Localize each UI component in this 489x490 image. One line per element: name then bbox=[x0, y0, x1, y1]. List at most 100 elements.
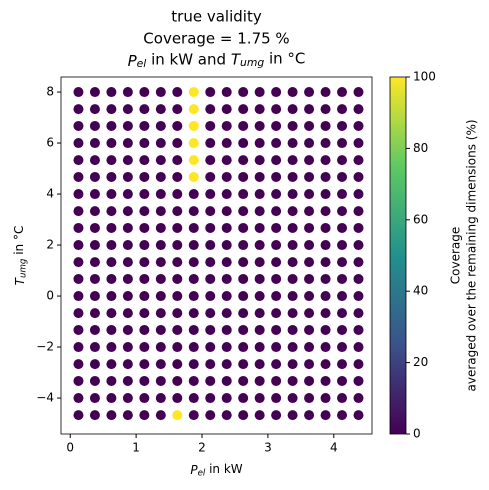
point bbox=[155, 87, 166, 98]
point bbox=[155, 257, 166, 268]
point bbox=[353, 222, 364, 233]
point bbox=[155, 324, 166, 335]
colorbar-tick-label: 80 bbox=[413, 141, 428, 155]
point bbox=[320, 104, 331, 115]
point bbox=[320, 324, 331, 335]
point bbox=[271, 189, 282, 200]
point bbox=[73, 87, 84, 98]
point bbox=[139, 291, 150, 302]
point bbox=[188, 257, 199, 268]
point bbox=[205, 87, 216, 98]
point bbox=[106, 206, 117, 217]
point bbox=[221, 324, 232, 335]
point bbox=[221, 120, 232, 131]
point bbox=[221, 273, 232, 284]
point bbox=[205, 257, 216, 268]
point bbox=[139, 410, 150, 421]
point bbox=[287, 257, 298, 268]
text-part: in °C bbox=[11, 226, 25, 259]
point bbox=[254, 393, 265, 404]
point bbox=[172, 273, 183, 284]
point bbox=[353, 291, 364, 302]
point bbox=[353, 171, 364, 182]
point bbox=[304, 308, 315, 319]
point bbox=[337, 393, 348, 404]
chart-title: Coverage = 1.75 % bbox=[143, 30, 289, 48]
point bbox=[106, 257, 117, 268]
point bbox=[188, 324, 199, 335]
point bbox=[304, 171, 315, 182]
point bbox=[287, 273, 298, 284]
point bbox=[106, 342, 117, 353]
point bbox=[254, 375, 265, 386]
point bbox=[254, 291, 265, 302]
point bbox=[172, 308, 183, 319]
point bbox=[205, 393, 216, 404]
colorbar-tick-label: 40 bbox=[413, 284, 428, 298]
colorbar-label: Coverage bbox=[449, 227, 463, 285]
y-axis-label: Tumg in °C bbox=[11, 226, 28, 286]
point bbox=[172, 138, 183, 149]
point bbox=[89, 375, 100, 386]
point bbox=[155, 120, 166, 131]
point bbox=[304, 410, 315, 421]
y-tick-label: 6 bbox=[46, 136, 54, 150]
point bbox=[139, 138, 150, 149]
point bbox=[287, 308, 298, 319]
point bbox=[238, 222, 249, 233]
point bbox=[353, 324, 364, 335]
point bbox=[106, 359, 117, 370]
point bbox=[205, 410, 216, 421]
text-part: el bbox=[137, 57, 147, 70]
point bbox=[254, 342, 265, 353]
point bbox=[188, 308, 199, 319]
point bbox=[205, 120, 216, 131]
point bbox=[238, 273, 249, 284]
point bbox=[320, 206, 331, 217]
point bbox=[337, 206, 348, 217]
point bbox=[271, 155, 282, 166]
point bbox=[89, 120, 100, 131]
point bbox=[238, 206, 249, 217]
point bbox=[271, 257, 282, 268]
point bbox=[89, 189, 100, 200]
point bbox=[172, 375, 183, 386]
point bbox=[155, 410, 166, 421]
point bbox=[155, 308, 166, 319]
point bbox=[287, 206, 298, 217]
point bbox=[287, 410, 298, 421]
point bbox=[254, 273, 265, 284]
y-tick-label: 0 bbox=[46, 289, 54, 303]
point bbox=[337, 138, 348, 149]
point bbox=[287, 291, 298, 302]
point bbox=[271, 359, 282, 370]
point bbox=[122, 138, 133, 149]
point bbox=[304, 359, 315, 370]
point bbox=[155, 359, 166, 370]
point bbox=[89, 104, 100, 115]
point bbox=[320, 240, 331, 251]
point bbox=[106, 375, 117, 386]
point bbox=[238, 375, 249, 386]
point bbox=[139, 171, 150, 182]
point bbox=[304, 138, 315, 149]
text-part: in kW and bbox=[146, 50, 231, 68]
point bbox=[155, 393, 166, 404]
point bbox=[320, 410, 331, 421]
point bbox=[188, 291, 199, 302]
point bbox=[304, 257, 315, 268]
point bbox=[221, 257, 232, 268]
point bbox=[337, 291, 348, 302]
point bbox=[89, 324, 100, 335]
y-tick-label: 8 bbox=[46, 85, 54, 99]
point bbox=[205, 375, 216, 386]
text-part: T bbox=[13, 276, 27, 285]
point bbox=[337, 155, 348, 166]
point bbox=[122, 393, 133, 404]
point bbox=[139, 155, 150, 166]
point bbox=[172, 104, 183, 115]
point bbox=[172, 189, 183, 200]
point bbox=[353, 359, 364, 370]
point bbox=[271, 375, 282, 386]
